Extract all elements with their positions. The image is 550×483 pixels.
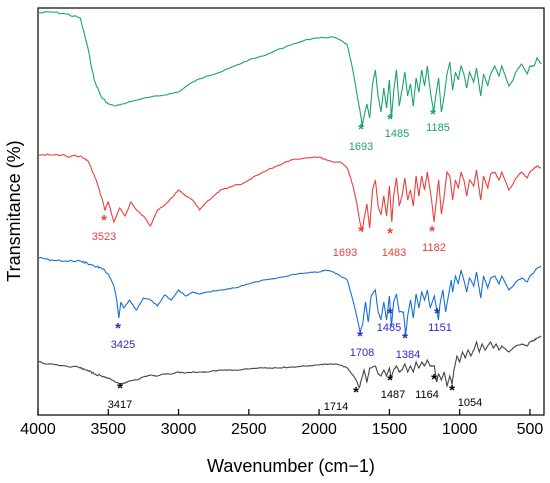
peak-label: 1483 <box>382 247 406 259</box>
x-tick-label: 1500 <box>372 421 408 438</box>
peak-marker-star: * <box>387 111 393 128</box>
spectrum-line-1 <box>37 11 542 127</box>
peak-label: 3523 <box>92 231 116 243</box>
peak-marker-star: * <box>357 328 363 345</box>
spectrum-line-4 <box>37 335 542 389</box>
peak-marker-star: * <box>358 121 364 138</box>
peak-marker-star: * <box>429 223 435 240</box>
peak-label: 1693 <box>333 247 357 259</box>
peak-marker-star: * <box>353 384 359 401</box>
peak-label: 1714 <box>324 401 348 413</box>
peak-marker-star: * <box>449 382 455 399</box>
series-layer <box>37 11 542 389</box>
peak-marker-star: * <box>387 372 393 389</box>
x-tick-label: 3500 <box>90 421 126 438</box>
peak-marker-star: * <box>387 225 393 242</box>
x-axis-ticks: 4000 3500 3000 2500 2000 1500 1000 500 <box>20 409 543 438</box>
x-tick-label: 2000 <box>301 421 337 438</box>
annotation-layer: *1693*1485*1185*3523 *1693*1483*1182*3425… <box>92 106 482 413</box>
y-axis-title: Transmitance (%) <box>4 140 24 281</box>
peak-label: 1384 <box>396 349 420 361</box>
x-tick-label: 500 <box>517 421 544 438</box>
peak-label: 1708 <box>350 347 374 359</box>
x-tick-label: 4000 <box>20 421 56 438</box>
peak-marker-star: * <box>115 320 121 337</box>
peak-label: 3425 <box>111 339 135 351</box>
peak-label: 1054 <box>458 397 482 409</box>
plot-frame <box>37 7 545 416</box>
peak-label: 1485 <box>377 322 401 334</box>
peak-label: 1182 <box>422 242 446 254</box>
peak-marker-star: * <box>431 371 437 388</box>
peak-marker-star: * <box>430 106 436 123</box>
peak-marker-star: * <box>117 380 123 397</box>
peak-label: 1185 <box>426 122 450 134</box>
peak-marker-star: * <box>101 212 107 229</box>
peak-marker-star: * <box>358 223 364 240</box>
x-axis-title: Wavenumber (cm−1) <box>207 456 375 476</box>
peak-label: 3417 <box>108 399 132 411</box>
peak-label: 1485 <box>385 128 409 140</box>
spectrum-line-3 <box>37 256 542 336</box>
peak-marker-star: * <box>402 330 408 347</box>
x-tick-label: 2500 <box>231 421 267 438</box>
spectrum-line-2 <box>37 153 542 233</box>
peak-label: 1487 <box>381 389 405 401</box>
peak-label: 1164 <box>415 389 439 401</box>
peak-label: 1693 <box>349 141 373 153</box>
peak-label: 1151 <box>428 322 452 334</box>
x-tick-label: 3000 <box>161 421 197 438</box>
peak-marker-star: * <box>387 305 393 322</box>
peak-marker-star: * <box>434 305 440 322</box>
x-tick-label: 1000 <box>442 421 478 438</box>
